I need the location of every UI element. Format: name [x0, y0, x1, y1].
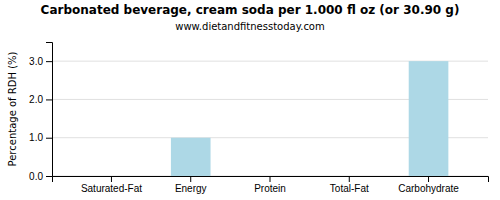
y-tick: 3.0: [29, 56, 52, 67]
y-tick: 0.0: [29, 171, 52, 182]
chart: Carbonated beverage, cream soda per 1.00…: [0, 0, 500, 200]
x-tick: Carbohydrate: [398, 176, 459, 194]
y-tick: 2.0: [29, 94, 52, 105]
x-tick-label: Carbohydrate: [398, 183, 459, 194]
y-axis: 0.0 1.0 2.0 3.0: [29, 43, 52, 182]
x-tick: Protein: [254, 176, 286, 194]
y-tick-label: 0.0: [29, 171, 43, 182]
y-axis-line: [46, 43, 53, 177]
y-tick-mark: [46, 176, 52, 177]
x-tick: Energy: [175, 176, 207, 194]
x-axis-line: [53, 177, 489, 183]
bar: [250, 176, 290, 177]
title: Carbonated beverage, cream soda per 1.00…: [41, 3, 460, 17]
x-tick-mark: [111, 176, 112, 182]
x-tick-label: Saturated-Fat: [81, 183, 142, 194]
bar: [409, 61, 449, 176]
y-tick-label: 1.0: [29, 132, 43, 143]
bar: [171, 138, 211, 176]
bars: [171, 61, 448, 176]
x-axis: Saturated-Fat Energy Protein Total-Fat Carbo…: [53, 176, 489, 194]
x-tick-mark: [428, 176, 429, 182]
x-tick: Total-Fat: [330, 176, 369, 194]
y-tick-mark: [46, 138, 52, 139]
x-tick-label: Total-Fat: [330, 183, 369, 194]
y-tick-mark: [46, 61, 52, 62]
x-tick-mark: [270, 176, 271, 182]
bar: [329, 176, 369, 177]
x-tick-mark: [190, 176, 191, 182]
grid: [52, 61, 488, 176]
x-tick-label: Protein: [254, 183, 286, 194]
y-axis-title: Percentage of RDH (%): [7, 51, 18, 166]
subtitle: www.dietandfitnesstoday.com: [175, 21, 324, 32]
plot: Saturated-Fat Energy Protein Total-Fat Carbo…: [29, 43, 488, 195]
y-tick-mark: [46, 99, 52, 100]
x-tick: Saturated-Fat: [81, 176, 142, 194]
y-tick-label: 3.0: [29, 56, 43, 67]
bar: [92, 176, 132, 177]
y-tick-label: 2.0: [29, 94, 43, 105]
x-tick-label: Energy: [175, 183, 207, 194]
y-tick: 1.0: [29, 132, 52, 143]
x-tick-mark: [349, 176, 350, 182]
